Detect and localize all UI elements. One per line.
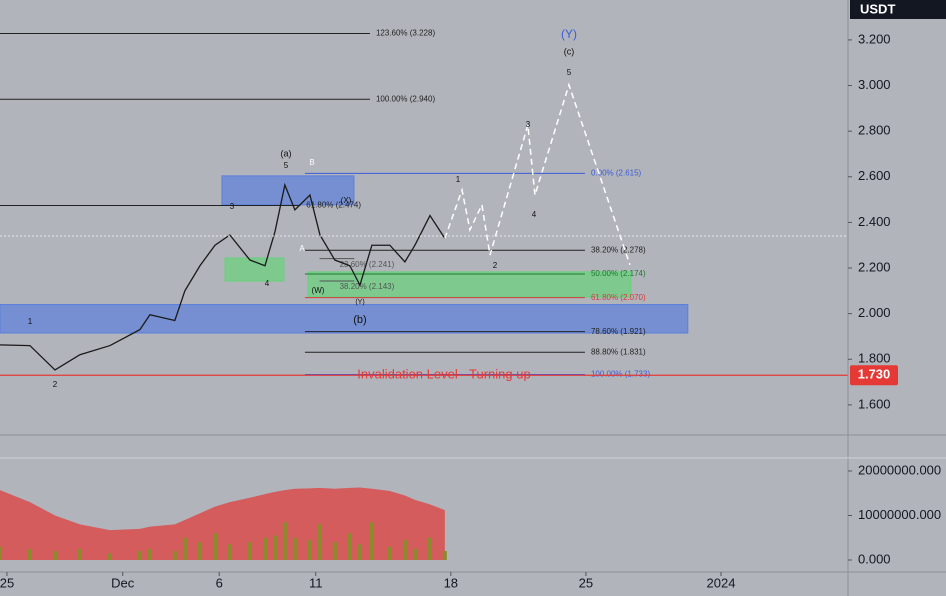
y-tick-label: 2.000 xyxy=(858,305,891,320)
wave-label: (Y) xyxy=(561,27,577,41)
fib-label: 100.00% (1.733) xyxy=(591,370,650,379)
volume-bar xyxy=(292,537,297,560)
volume-bar xyxy=(137,551,142,560)
wave-label: 4 xyxy=(265,279,270,288)
price-tag xyxy=(850,365,898,386)
fib-label: 38.20% (2.278) xyxy=(591,245,646,254)
wave-labels: (Y) (c) 5 3 4 1 2 (a) 5 B A (X) (W) (Y) … xyxy=(28,27,577,389)
volume-bar xyxy=(262,537,267,560)
volume-bar xyxy=(347,533,352,560)
volume-bar xyxy=(53,551,58,560)
x-tick-label: 2024 xyxy=(707,575,736,590)
zone xyxy=(307,271,632,298)
y-tick-label: 3.200 xyxy=(858,31,891,46)
wave-label: 3 xyxy=(526,120,531,129)
wave-label: 5 xyxy=(567,68,572,77)
plot: 123.60% (3.228) 100.00% (2.940) 61.80% (2.… xyxy=(0,29,848,560)
volume-bar xyxy=(27,548,32,560)
volume-bar xyxy=(357,544,362,560)
x-tick-label: 6 xyxy=(216,575,223,590)
fib-label: 50.00% (2.174) xyxy=(591,269,646,278)
volume-bar xyxy=(108,553,113,560)
fib-label: 123.60% (3.228) xyxy=(376,29,435,38)
fib-label: 23.60% (2.241) xyxy=(340,260,395,269)
fib-label: 38.20% (2.143) xyxy=(340,282,395,291)
y-tick-label: 2.400 xyxy=(858,214,891,229)
x-tick-label: 18 xyxy=(444,575,458,590)
y-tick-label: 1.800 xyxy=(858,351,891,366)
volume-bar xyxy=(247,542,252,560)
y-tick-label: 2.200 xyxy=(858,259,891,274)
fib-label: 0.00% (2.615) xyxy=(591,168,642,177)
invalidation-label: Invalidation Level - Turning up xyxy=(357,367,530,382)
x-tick-label: Dec xyxy=(111,575,135,590)
y-tick-label: 2.600 xyxy=(858,168,891,183)
x-tick-label: 25 xyxy=(579,575,593,590)
fib-label: 61.80% (2.070) xyxy=(591,293,646,302)
price-line xyxy=(0,182,446,371)
wave-label: 2 xyxy=(493,261,498,270)
wave-label: (a) xyxy=(281,148,292,158)
volume-bar xyxy=(332,542,337,560)
zone xyxy=(221,175,355,206)
volume-bar xyxy=(442,551,447,560)
wave-label: (W) xyxy=(312,286,325,295)
volume-bar xyxy=(147,548,152,560)
wave-label: B xyxy=(309,158,314,167)
y-tick-label: 3.000 xyxy=(858,77,891,92)
volume-bar xyxy=(172,551,177,560)
wave-label: (Y) xyxy=(355,299,364,306)
wave-label: 3 xyxy=(230,202,235,211)
wave-label: 1 xyxy=(28,317,33,326)
volume-bar xyxy=(182,537,187,560)
wave-label: (b) xyxy=(353,314,366,326)
volume-bar xyxy=(387,546,392,560)
volume-bar xyxy=(0,546,2,560)
volume-bar xyxy=(412,548,417,560)
volume-bar xyxy=(307,539,312,560)
zone xyxy=(0,304,689,334)
projection xyxy=(444,82,631,266)
volume-tick-label: 0.000 xyxy=(858,551,891,566)
wave-label: 2 xyxy=(53,380,58,389)
wave-label: (X) xyxy=(341,196,352,205)
price-tag-label: 1.730 xyxy=(858,367,891,382)
fib-label: 88.80% (1.831) xyxy=(591,347,646,356)
x-tick-label: 11 xyxy=(309,575,323,590)
zone xyxy=(224,257,285,282)
currency-tag xyxy=(850,0,946,19)
volume-bar xyxy=(197,542,202,560)
volume-bar xyxy=(369,522,374,560)
fib-label: 100.00% (2.940) xyxy=(376,94,435,103)
volume-bar xyxy=(273,535,278,560)
volume-average xyxy=(0,487,445,560)
volume-bar xyxy=(402,539,407,560)
wave-label: 1 xyxy=(456,175,461,184)
volume-bar xyxy=(77,548,82,560)
y-tick-label: 1.600 xyxy=(858,396,891,411)
fib-label: 78.60% (1.921) xyxy=(591,327,646,336)
wave-label: (c) xyxy=(564,46,575,56)
volume-bar xyxy=(212,533,217,560)
wave-label: A xyxy=(299,244,305,253)
currency: USDT xyxy=(860,1,895,16)
wave-label: 4 xyxy=(532,210,537,219)
volume-bar xyxy=(427,537,432,560)
x-tick-label: 25 xyxy=(0,575,14,590)
wave-label: 5 xyxy=(284,161,289,170)
fib-label: 61.80% (2.474) xyxy=(306,201,361,210)
volume-tick-label: 10000000.000 xyxy=(858,507,941,522)
volume-tick-label: 20000000.000 xyxy=(858,462,941,477)
volume-bar xyxy=(317,524,322,560)
y-tick-label: 2.800 xyxy=(858,123,891,138)
volume-bar xyxy=(227,544,232,560)
volume-bar xyxy=(282,522,287,560)
